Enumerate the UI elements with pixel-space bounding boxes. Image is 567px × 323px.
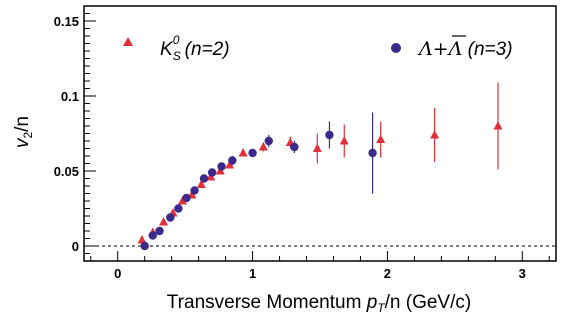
x-tick-label: 2 [384,266,391,281]
y-tick-label: 0.05 [54,164,79,179]
data-point-triangle [430,130,440,139]
data-point-triangle [225,160,235,169]
data-point-circle [217,162,226,171]
x-axis-title-rest: /n (GeV/c) [385,292,472,313]
x-axis-title-var: p [366,292,378,313]
axis-ticks [84,5,550,262]
y-axis-title-rest: /n [12,116,33,132]
x-tick-labels: 0 1 2 3 [114,266,526,281]
data-point-circle [325,130,334,140]
legend-kshort-symbol: K [160,39,174,60]
y-tick-labels: 0 0.05 0.1 0.15 [54,14,79,254]
legend-kshort-suffix: (n=2) [179,39,229,60]
data-point-circle [264,136,273,146]
data-point-circle [174,204,183,213]
data-point-triangle [196,179,206,188]
y-tick-label: 0.15 [54,14,79,29]
legend-lambda-symbol: Λ+Λ [417,38,462,60]
data-point-circle [155,226,164,236]
y-axis-title-sub: 2 [21,132,35,139]
legend-lambda-marker [391,43,401,53]
legend-lambda-label: Λ+Λ (n=3) [417,38,513,60]
data-point-circle [228,156,237,165]
data-point-circle [290,142,299,152]
series-kshort [137,82,503,245]
data-point-circle [148,231,157,240]
data-point-triangle [493,121,503,130]
data-point-circle [368,148,377,158]
x-tick-label: 1 [249,266,256,281]
data-point-triangle [258,142,268,151]
data-point-circle [190,186,199,195]
legend-lambda-suffix: (n=3) [462,39,512,60]
y-tick-label: 0 [72,239,79,254]
x-axis-title-main: Transverse Momentum [167,292,367,313]
data-point-circle [207,168,217,177]
legend-kshort-sub: S [173,49,181,63]
data-point-triangle [238,148,248,157]
x-axis-title-sub: T [377,301,386,315]
data-point-triangle [159,217,169,226]
legend-kshort-label: KS 0 (n=2) [160,33,230,63]
data-point-circle [140,241,149,251]
data-point-circle [182,193,191,203]
data-point-circle [248,148,257,158]
data-point-triangle [376,134,386,143]
y-axis-title-main: v [12,137,33,148]
x-axis-title: Transverse Momentum pT/n (GeV/c) [167,292,471,315]
x-tick-label: 3 [519,266,526,281]
data-point-circle [199,174,209,183]
y-axis-title: v2/n [12,116,35,148]
data-point-triangle [312,143,322,152]
y-tick-label: 0.1 [61,89,79,104]
data-point-circle [166,213,175,222]
data-point-triangle [137,235,147,244]
data-point-triangle [339,136,349,145]
series-lambda [140,112,377,251]
legend-kshort-marker [123,37,133,46]
x-tick-label: 0 [114,266,121,281]
legend-kshort-sup: 0 [173,33,180,47]
legend: KS 0 (n=2) Λ+Λ (n=3) [123,33,513,63]
data-point-triangle [177,196,187,205]
